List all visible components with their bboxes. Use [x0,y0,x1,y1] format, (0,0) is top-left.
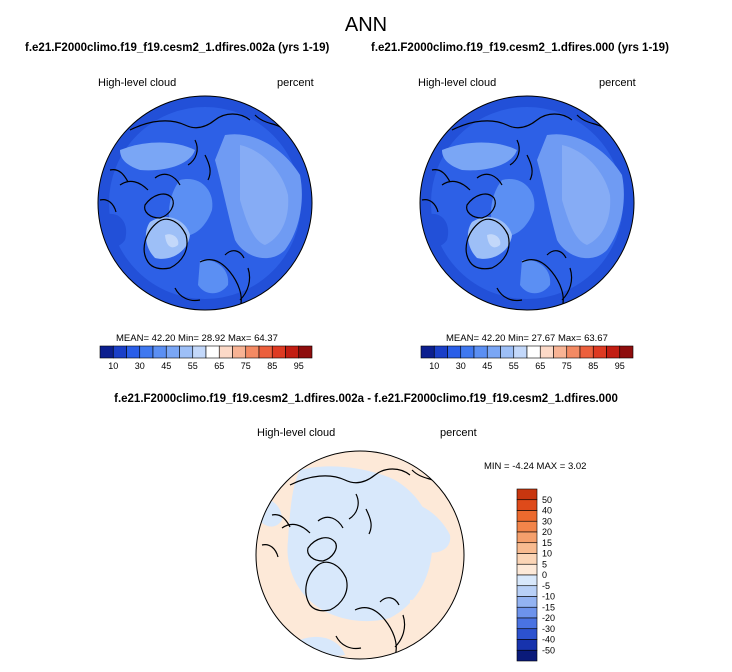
panel-1-colorbar-tick-label: 85 [267,361,277,371]
diff-panel-colorbar-box [516,649,538,662]
panel-1-colorbar-tick-label: 95 [294,361,304,371]
diff-panel-colorbar-tick-label: -5 [542,581,550,591]
panel-1-colorbar-tick-label: 30 [135,361,145,371]
panel-1-colorbar-box [205,345,220,359]
panel-2-colorbar: 10 30 45 55 65 75 85 95 [420,345,634,371]
panel-2-colorbar-tick-label: 55 [509,361,519,371]
panel-1-colorbar-box [139,345,154,359]
panel-1-colorbar-box [245,345,260,359]
diff-panel-colorbar-tick-label: -15 [542,602,555,612]
diff-panel-colorbar-box [516,499,538,511]
diff-panel-map [255,450,465,660]
panel-1-colorbar: 10 30 45 55 65 75 85 95 [99,345,313,371]
diff-panel-colorbar-box [516,488,538,501]
panel-2-colorbar-box [553,345,568,359]
panel-1-stats: MEAN= 42.20 Min= 28.92 Max= 64.37 [116,333,278,344]
diff-panel-colorbar-tick-label: -30 [542,624,555,634]
panel-1-colorbar-tick-label: 55 [188,361,198,371]
panel-1-colorbar-box [271,345,286,359]
panel-2-units-label: percent [599,77,636,89]
panel-2-colorbar-tick-label: 10 [429,361,439,371]
panel-1-variable-label: High-level cloud [98,77,177,89]
panel-2-colorbar-tick-label: 75 [562,361,572,371]
panel-1-colorbar-box [152,345,167,359]
diff-panel-colorbar-tick-label: 0 [542,570,547,580]
diff-panel-colorbar-tick-label: -20 [542,613,555,623]
diff-panel-title: f.e21.F2000climo.f19_f19.cesm2_1.dfires.… [114,393,618,405]
panel-2-stats: MEAN= 42.20 Min= 27.67 Max= 63.67 [446,333,608,344]
panel-2-colorbar-box [433,345,448,359]
diff-panel-units-label: percent [440,427,477,439]
panel-2-colorbar-box [486,345,501,359]
panel-2-colorbar-box [606,345,621,359]
diff-panel-variable-label: High-level cloud [257,427,336,439]
panel-1-title: f.e21.F2000climo.f19_f19.cesm2_1.dfires.… [25,42,330,54]
panel-1-colorbar-box [192,345,207,359]
diff-panel-colorbar-box [516,520,538,533]
panel-2-colorbar-tick-label: 45 [482,361,492,371]
panel-2-colorbar-box [566,345,581,359]
diff-panel-colorbar-tick-label: 30 [542,516,552,526]
diff-panel-colorbar-tick-label: 15 [542,538,552,548]
diff-panel-colorbar-box [516,563,538,576]
panel-1-colorbar-box [285,345,300,359]
panel-2-colorbar-tick-label: 65 [535,361,545,371]
panel-1-colorbar-tick-label: 75 [241,361,251,371]
diff-panel-colorbar-box [516,553,538,565]
page-title: ANN [344,14,388,36]
diff-panel-colorbar-box [516,596,538,608]
panel-1-colorbar-tick-label: 45 [161,361,171,371]
diff-panel-colorbar-tick-label: 40 [542,506,552,516]
panel-1-colorbar-box [232,345,247,359]
panel-2-colorbar-tick-label: 85 [588,361,598,371]
diff-panel-colorbar-box [516,542,538,554]
diff-panel-colorbar-box [516,510,538,522]
panel-1-colorbar-box [179,345,194,359]
diff-panel-colorbar-tick-label: -50 [542,645,555,655]
panel-1-colorbar-box [298,345,313,359]
diff-panel-colorbar-box [516,574,538,587]
panel-2-map [419,95,635,311]
panel-1-map [97,95,313,311]
diff-panel-colorbar-box [516,617,538,630]
diff-panel-colorbar-tick-label: 5 [542,559,547,569]
diff-panel-colorbar-box [516,628,538,640]
diff-panel-colorbar-tick-label: 10 [542,549,552,559]
panel-2-colorbar-box [579,345,594,359]
panel-2-colorbar-box [473,345,488,359]
panel-2-title: f.e21.F2000climo.f19_f19.cesm2_1.dfires.… [371,42,669,54]
panel-1-colorbar-box [165,345,180,359]
panel-2-colorbar-box [592,345,607,359]
diff-panel-stats: MIN = -4.24 MAX = 3.02 [484,461,587,472]
panel-1-colorbar-box [258,345,273,359]
panel-2-colorbar-tick-label: 30 [456,361,466,371]
diff-panel-colorbar-tick-label: -10 [542,592,555,602]
panel-2-colorbar-box [447,345,462,359]
panel-2-colorbar-tick-label: 95 [615,361,625,371]
diff-panel-colorbar-tick-label: 20 [542,527,552,537]
panel-1-colorbar-tick-label: 10 [108,361,118,371]
panel-2-colorbar-box [526,345,541,359]
diff-panel-colorbar-box [516,531,538,544]
diff-panel-colorbar-box [516,606,538,619]
panel-2-colorbar-box [539,345,554,359]
panel-2-colorbar-box [513,345,528,359]
diff-panel-colorbar-box [516,639,538,651]
panel-1-colorbar-box [112,345,127,359]
panel-1-units-label: percent [277,77,314,89]
panel-2-colorbar-box [460,345,475,359]
panel-2-colorbar-box [420,345,435,359]
panel-2-variable-label: High-level cloud [418,77,497,89]
diff-panel-colorbar-tick-label: 50 [542,495,552,505]
panel-2-colorbar-box [500,345,515,359]
panel-1-colorbar-tick-label: 65 [214,361,224,371]
panel-1-colorbar-box [126,345,141,359]
panel-1-colorbar-box [218,345,233,359]
panel-1-colorbar-box [99,345,114,359]
diff-panel-colorbar-box [516,585,538,597]
panel-2-colorbar-box [619,345,634,359]
diff-panel-colorbar-tick-label: -40 [542,635,555,645]
